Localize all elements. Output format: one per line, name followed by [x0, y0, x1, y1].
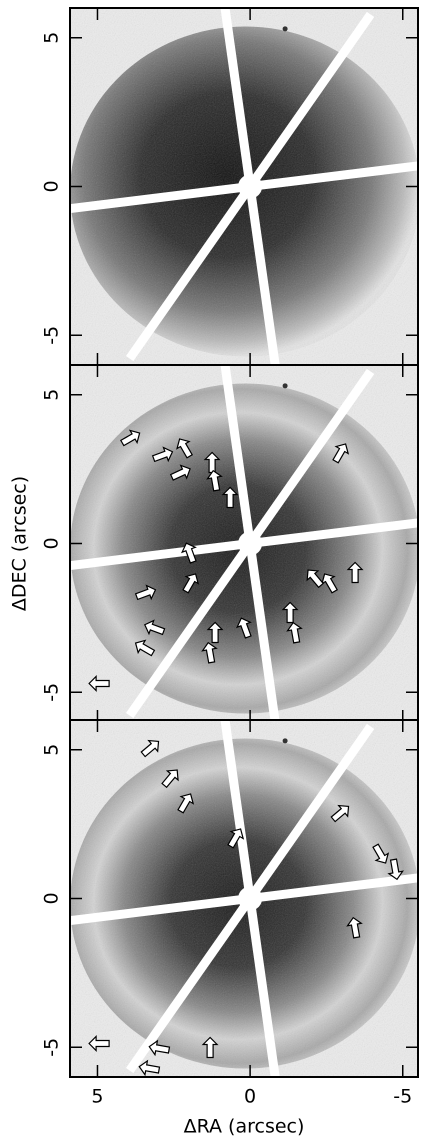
x-tick-label: 5	[91, 1086, 103, 1108]
field-star	[283, 738, 288, 743]
star-core	[238, 887, 262, 911]
x-axis-label: ΔRA (arcsec)	[184, 1116, 305, 1138]
field-star	[283, 383, 288, 388]
star-core	[238, 532, 262, 556]
y-tick-label: 0	[41, 180, 63, 192]
y-tick-label: 5	[41, 744, 63, 756]
y-tick-label: 5	[41, 32, 63, 44]
x-tick-label: -5	[393, 1086, 412, 1108]
figure: -5 0 5 -5 0 5 ΔDEC (arcsec) -5 0 5 5 0 -5 ΔRA (arcsec…	[0, 0, 425, 1140]
y-tick-label: -5	[41, 326, 63, 345]
x-tick-label: 0	[244, 1086, 256, 1108]
y-tick-label: -5	[41, 683, 63, 702]
y-tick-label: 5	[41, 389, 63, 401]
y-tick-label: -5	[41, 1038, 63, 1057]
star-core	[238, 175, 262, 199]
field-star	[283, 26, 288, 31]
y-tick-label: 0	[41, 537, 63, 549]
y-axis-label: ΔDEC (arcsec)	[9, 476, 31, 611]
y-tick-label: 0	[41, 892, 63, 904]
